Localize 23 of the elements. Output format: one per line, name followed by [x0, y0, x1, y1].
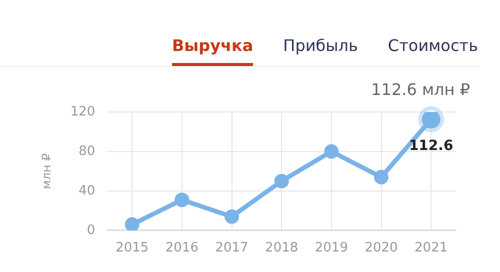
- point: [324, 144, 339, 159]
- y-tick-label: 80: [78, 144, 96, 159]
- x-tick-label: 2020: [364, 240, 398, 256]
- chart-subtitle: 112.6 млн ₽: [371, 80, 470, 99]
- point: [174, 192, 190, 208]
- text: Прибыль: [283, 36, 358, 57]
- y-axis-title: млн ₽: [39, 152, 54, 190]
- point: [274, 174, 289, 188]
- point: [224, 209, 240, 224]
- chart-title: Выручка: [172, 36, 254, 67]
- y-tick-label: 120: [70, 104, 96, 120]
- point: [374, 170, 389, 184]
- x-tick-label: 2017: [215, 240, 248, 256]
- x-tick-label: 2016: [165, 240, 198, 256]
- point: [124, 217, 140, 230]
- x-tick-label: 2021: [414, 240, 448, 256]
- y-tick-label: 40: [78, 183, 96, 198]
- x-tick-label: 2015: [116, 240, 149, 256]
- data-label: 112.6: [408, 138, 454, 154]
- x-tick-label: 2018: [265, 240, 298, 256]
- x-tick-label: 2019: [314, 240, 348, 256]
- y-tick-label: 0: [86, 222, 96, 238]
- text: Стоимость: [388, 36, 478, 57]
